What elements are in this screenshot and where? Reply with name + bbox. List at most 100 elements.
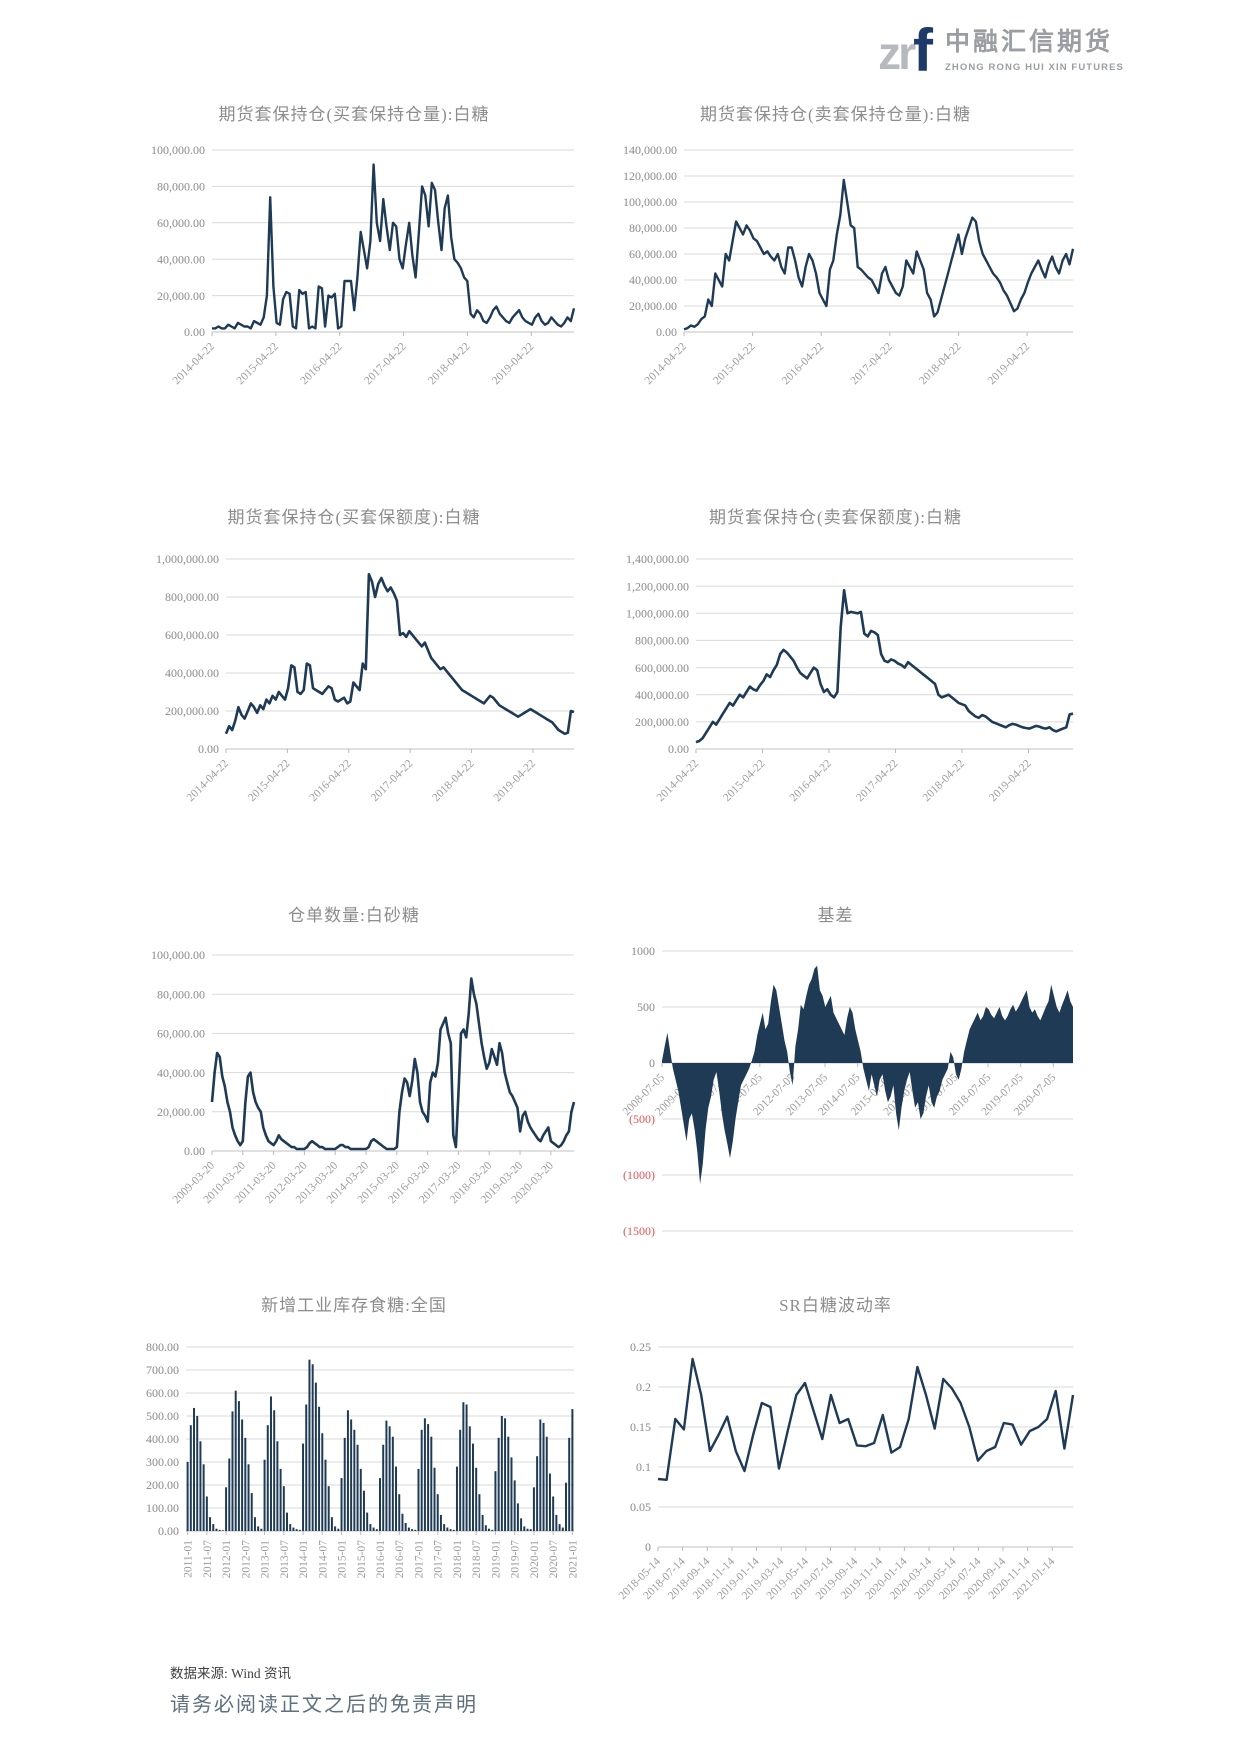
- svg-text:2015-04-22: 2015-04-22: [711, 340, 758, 387]
- svg-text:80,000.00: 80,000.00: [157, 987, 205, 1001]
- svg-text:400,000.00: 400,000.00: [635, 688, 689, 702]
- chart-title: 基差: [817, 906, 854, 925]
- logo-company-name-cn: 中融汇信期货: [944, 28, 1113, 56]
- svg-text:0.25: 0.25: [630, 1340, 651, 1354]
- chart-buy-hedge-volume: 期货套保持仓(买套保持仓量):白糖 100,000.00 80,000.00 60,…: [128, 100, 580, 418]
- svg-text:40,000.00: 40,000.00: [629, 273, 677, 287]
- svg-text:2017-01: 2017-01: [413, 1540, 425, 1579]
- svg-text:2014-04-22: 2014-04-22: [185, 757, 232, 804]
- svg-text:60,000.00: 60,000.00: [157, 216, 205, 230]
- chart-canvas-sr-volatility: 0.250.20.150.10.0502018-05-142018-07-142…: [617, 1340, 1075, 1602]
- svg-text:2012-07: 2012-07: [240, 1540, 252, 1579]
- chart-title: 仓单数量:白砂糖: [288, 906, 420, 925]
- svg-text:2015-04-22: 2015-04-22: [235, 340, 282, 387]
- svg-text:0.00: 0.00: [158, 1524, 179, 1538]
- svg-text:0.2: 0.2: [636, 1380, 651, 1394]
- svg-text:200.00: 200.00: [146, 1478, 179, 1492]
- svg-text:100,000.00: 100,000.00: [623, 195, 677, 209]
- chart-sr-volatility: SR白糖波动率 0.25 0.2 0.15 0.1 0.05 0 2018-05-14 201…: [592, 1291, 1079, 1659]
- chart-canvas-buy-hedge-volume: 100,000.00 80,000.00 60,000.00 40,000.00 20,…: [151, 143, 576, 387]
- logo-text: 中融汇信期货 ZHONG RONG HUI XIN FUTURES: [945, 22, 1124, 73]
- svg-text:0.15: 0.15: [630, 1420, 651, 1434]
- svg-text:600.00: 600.00: [146, 1386, 179, 1400]
- svg-text:2019-04-22: 2019-04-22: [490, 340, 537, 387]
- svg-text:2015-04-22: 2015-04-22: [721, 757, 768, 804]
- svg-text:600,000.00: 600,000.00: [635, 661, 689, 675]
- svg-text:0: 0: [649, 1056, 655, 1070]
- svg-text:800.00: 800.00: [146, 1340, 179, 1354]
- svg-text:2015-04-22: 2015-04-22: [246, 757, 293, 804]
- svg-text:0.00: 0.00: [668, 742, 689, 756]
- svg-text:2011-01: 2011-01: [183, 1540, 195, 1578]
- logo-zrf-mark: zrf: [878, 21, 933, 81]
- svg-text:2016-01: 2016-01: [375, 1540, 387, 1579]
- chart-sell-hedge-value: 期货套保持仓(卖套保额度):白糖 1,400,000.00 1,200,000.0…: [592, 503, 1079, 835]
- svg-text:2019-07: 2019-07: [510, 1540, 522, 1579]
- svg-text:2017-04-22: 2017-04-22: [849, 340, 896, 387]
- svg-text:1000: 1000: [631, 944, 655, 958]
- chart-canvas-warehouse-receipts: 100,000.00 80,000.00 60,000.00 40,000.00 20,…: [151, 948, 576, 1206]
- svg-text:2014-01: 2014-01: [298, 1540, 310, 1579]
- svg-text:2013-07: 2013-07: [279, 1540, 291, 1579]
- svg-text:20,000.00: 20,000.00: [157, 1105, 205, 1119]
- svg-text:2014-04-22: 2014-04-22: [171, 340, 218, 387]
- svg-text:2016-04-22: 2016-04-22: [298, 340, 345, 387]
- svg-text:140,000.00: 140,000.00: [623, 143, 677, 157]
- svg-text:2016-04-22: 2016-04-22: [788, 757, 835, 804]
- svg-text:1,200,000.00: 1,200,000.00: [626, 579, 689, 593]
- svg-text:2016-04-22: 2016-04-22: [307, 757, 354, 804]
- chart-canvas-basis: 10005000(500)(1000)(1500)2008-07-052009-…: [621, 944, 1073, 1238]
- svg-text:2019-04-22: 2019-04-22: [987, 757, 1034, 804]
- svg-text:80,000.00: 80,000.00: [629, 221, 677, 235]
- chart-canvas-new-inventory: 800.00 700.00 600.00 500.00 400.00 300.00 200.…: [146, 1340, 579, 1579]
- svg-text:60,000.00: 60,000.00: [157, 1027, 205, 1041]
- svg-text:(1500): (1500): [623, 1224, 655, 1238]
- svg-text:2016-04-22: 2016-04-22: [780, 340, 827, 387]
- svg-text:40,000.00: 40,000.00: [157, 1066, 205, 1080]
- chart-canvas-buy-hedge-value: 1,000,000.00 800,000.00 600,000.00 400,000.…: [156, 552, 575, 804]
- svg-text:0.00: 0.00: [184, 1144, 205, 1158]
- svg-text:200,000.00: 200,000.00: [165, 704, 219, 718]
- svg-text:20,000.00: 20,000.00: [157, 289, 205, 303]
- svg-text:40,000.00: 40,000.00: [157, 252, 205, 266]
- logo-company-name-en: ZHONG RONG HUI XIN FUTURES: [944, 62, 1124, 73]
- svg-text:1,000,000.00: 1,000,000.00: [626, 606, 689, 620]
- svg-text:2020-01: 2020-01: [529, 1540, 541, 1579]
- svg-text:0.00: 0.00: [198, 742, 219, 756]
- svg-text:800,000.00: 800,000.00: [635, 634, 689, 648]
- svg-text:0.00: 0.00: [656, 325, 677, 339]
- chart-canvas-sell-hedge-value: 1,400,000.00 1,200,000.00 1,000,000.00 800,…: [626, 552, 1074, 804]
- svg-text:2018-04-22: 2018-04-22: [921, 757, 968, 804]
- svg-text:(500): (500): [629, 1112, 655, 1126]
- svg-text:1,000,000.00: 1,000,000.00: [156, 552, 219, 566]
- svg-text:2021-01: 2021-01: [567, 1540, 579, 1579]
- svg-text:2017-04-22: 2017-04-22: [369, 757, 416, 804]
- svg-text:100,000.00: 100,000.00: [151, 143, 205, 157]
- chart-title: 期货套保持仓(卖套保额度):白糖: [708, 508, 963, 527]
- chart-warehouse-receipts: 仓单数量:白砂糖 100,000.00 80,000.00 60,000.00 40,…: [128, 901, 580, 1251]
- svg-text:2018-01: 2018-01: [452, 1540, 464, 1579]
- svg-text:2018-07: 2018-07: [471, 1540, 483, 1579]
- chart-title: 新增工业库存食糖:全国: [261, 1296, 447, 1315]
- svg-text:(1000): (1000): [623, 1168, 655, 1182]
- svg-text:0: 0: [645, 1540, 651, 1554]
- chart-title: 期货套保持仓(买套保额度):白糖: [227, 508, 481, 527]
- svg-text:60,000.00: 60,000.00: [629, 247, 677, 261]
- chart-sell-hedge-volume: 期货套保持仓(卖套保持仓量):白糖 140,000.00 120,000.00 10…: [592, 100, 1079, 418]
- svg-text:120,000.00: 120,000.00: [623, 169, 677, 183]
- svg-text:2016-07: 2016-07: [394, 1540, 406, 1579]
- svg-text:2019-04-22: 2019-04-22: [986, 340, 1033, 387]
- svg-text:2011-07: 2011-07: [202, 1540, 214, 1578]
- chart-title: 期货套保持仓(卖套保持仓量):白糖: [699, 105, 972, 124]
- svg-text:2017-04-22: 2017-04-22: [362, 340, 409, 387]
- svg-text:800,000.00: 800,000.00: [165, 590, 219, 604]
- disclaimer-note: 请务必阅读正文之后的免责声明: [170, 1694, 478, 1716]
- svg-text:600,000.00: 600,000.00: [165, 628, 219, 642]
- svg-text:2018-04-22: 2018-04-22: [430, 757, 477, 804]
- svg-text:0.05: 0.05: [630, 1500, 651, 1514]
- chart-canvas-sell-hedge-volume: 140,000.00 120,000.00 100,000.00 80,000.00 6…: [623, 143, 1075, 387]
- logo-zr-letters: zr: [878, 27, 916, 79]
- chart-buy-hedge-value: 期货套保持仓(买套保额度):白糖 1,000,000.00 800,000.00 6…: [128, 503, 580, 835]
- svg-text:700.00: 700.00: [146, 1363, 179, 1377]
